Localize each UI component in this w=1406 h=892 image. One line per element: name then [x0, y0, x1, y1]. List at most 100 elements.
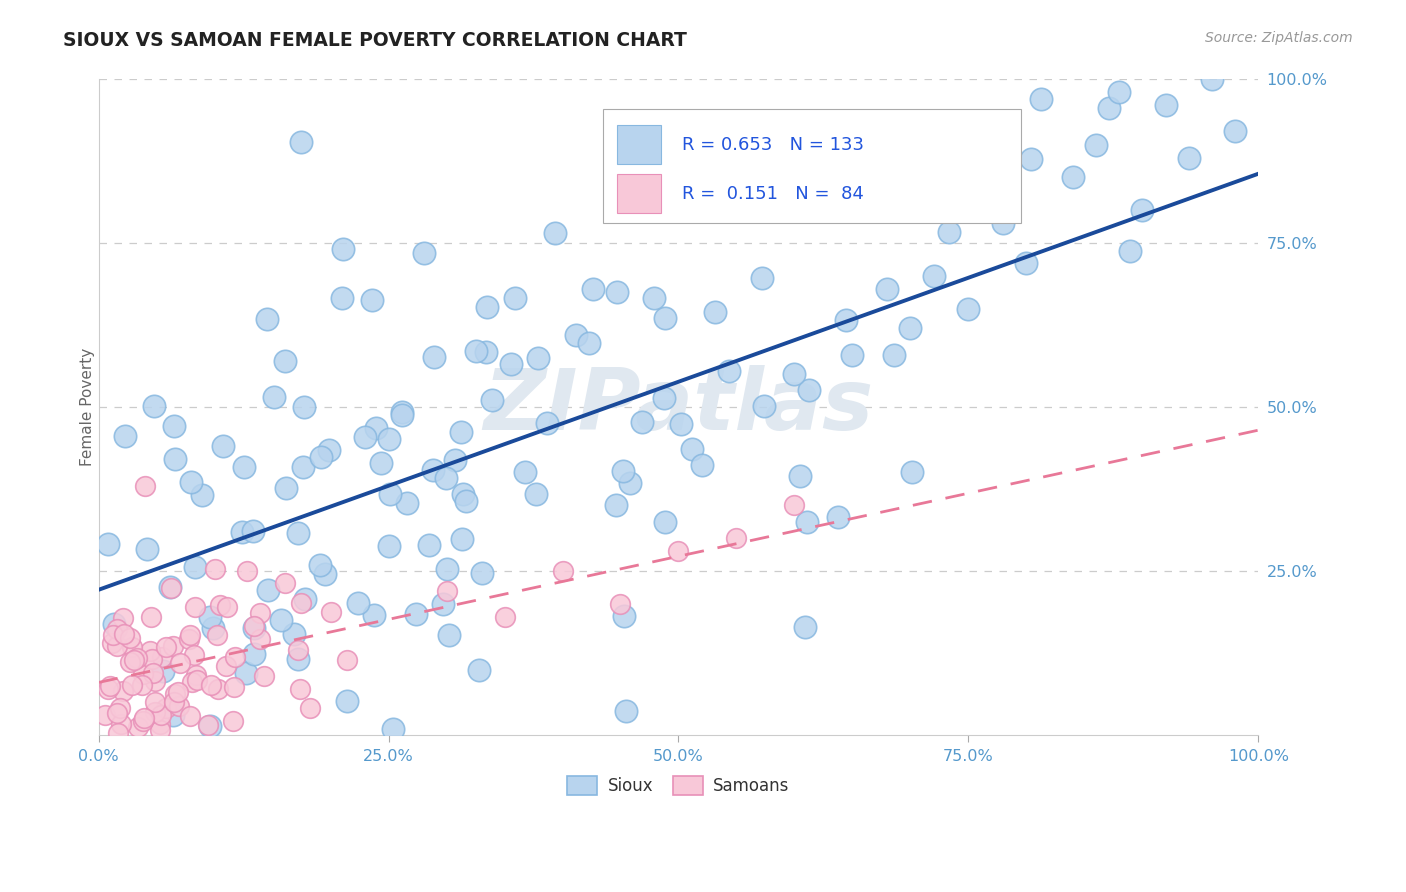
Point	[186, 668, 208, 682]
Point	[169, 656, 191, 670]
Point	[142, 666, 165, 681]
Point	[405, 607, 427, 622]
Point	[1119, 244, 1142, 259]
Point	[876, 282, 898, 296]
Point	[609, 597, 631, 611]
Point	[938, 226, 960, 240]
Point	[124, 653, 146, 667]
Point	[536, 416, 558, 430]
Point	[242, 524, 264, 538]
Point	[501, 357, 523, 371]
Point	[143, 695, 166, 709]
Y-axis label: Female Poverty: Female Poverty	[80, 348, 96, 467]
Point	[799, 383, 821, 397]
Point	[336, 653, 359, 667]
Point	[197, 718, 219, 732]
Legend: Sioux, Samoans: Sioux, Samoans	[561, 770, 796, 802]
Point	[454, 494, 477, 508]
Point	[1154, 98, 1177, 112]
Point	[1062, 170, 1084, 185]
Point	[186, 673, 208, 688]
Point	[644, 291, 666, 305]
Point	[332, 242, 354, 256]
Point	[101, 628, 124, 642]
Point	[276, 481, 298, 495]
Point	[565, 328, 588, 343]
Point	[336, 694, 359, 708]
Point	[751, 270, 773, 285]
Point	[453, 487, 475, 501]
Point	[139, 610, 162, 624]
Point	[1029, 92, 1052, 106]
Point	[200, 677, 222, 691]
Point	[443, 453, 465, 467]
Point	[208, 599, 231, 613]
Point	[118, 656, 141, 670]
Point	[162, 708, 184, 723]
Point	[298, 701, 321, 715]
Point	[450, 425, 472, 440]
Point	[654, 310, 676, 325]
Point	[319, 605, 342, 619]
Point	[434, 470, 457, 484]
Point	[1201, 72, 1223, 87]
Point	[163, 418, 186, 433]
Point	[330, 291, 353, 305]
Point	[378, 487, 401, 501]
Point	[121, 640, 143, 654]
Text: R =  0.151   N =  84: R = 0.151 N = 84	[682, 185, 863, 202]
Bar	[617, 174, 661, 213]
Point	[110, 717, 132, 731]
Point	[111, 611, 134, 625]
Point	[606, 285, 628, 300]
Point	[725, 531, 748, 545]
Point	[143, 399, 166, 413]
Point	[391, 408, 413, 422]
Point	[652, 391, 675, 405]
Point	[198, 719, 221, 733]
Point	[841, 347, 863, 361]
Text: ZIPatlas: ZIPatlas	[484, 366, 873, 449]
Point	[155, 700, 177, 714]
Point	[412, 245, 434, 260]
Point	[167, 699, 190, 714]
Point	[97, 536, 120, 550]
Point	[309, 558, 332, 573]
Point	[198, 609, 221, 624]
Point	[224, 680, 246, 694]
Point	[752, 399, 775, 413]
Point	[114, 428, 136, 442]
Point	[418, 538, 440, 552]
Point	[191, 488, 214, 502]
Point	[287, 643, 309, 657]
Point	[150, 708, 173, 723]
Point	[125, 651, 148, 665]
Point	[184, 599, 207, 614]
Point	[270, 613, 292, 627]
Point	[183, 648, 205, 662]
Point	[242, 618, 264, 632]
Point	[274, 354, 297, 368]
Point	[222, 714, 245, 728]
Point	[957, 301, 980, 316]
Point	[1085, 137, 1108, 152]
Point	[314, 566, 336, 581]
Point	[263, 390, 285, 404]
Point	[235, 564, 257, 578]
Point	[243, 621, 266, 635]
Point	[294, 592, 316, 607]
Point	[134, 711, 156, 725]
Point	[1108, 85, 1130, 99]
Point	[181, 675, 204, 690]
Point	[474, 344, 496, 359]
Point	[120, 632, 142, 646]
Point	[789, 468, 811, 483]
Point	[184, 559, 207, 574]
Point	[614, 704, 637, 718]
Point	[718, 364, 741, 378]
Point	[464, 343, 486, 358]
Point	[793, 620, 815, 634]
Point	[107, 726, 129, 740]
Point	[287, 652, 309, 666]
Point	[396, 496, 419, 510]
